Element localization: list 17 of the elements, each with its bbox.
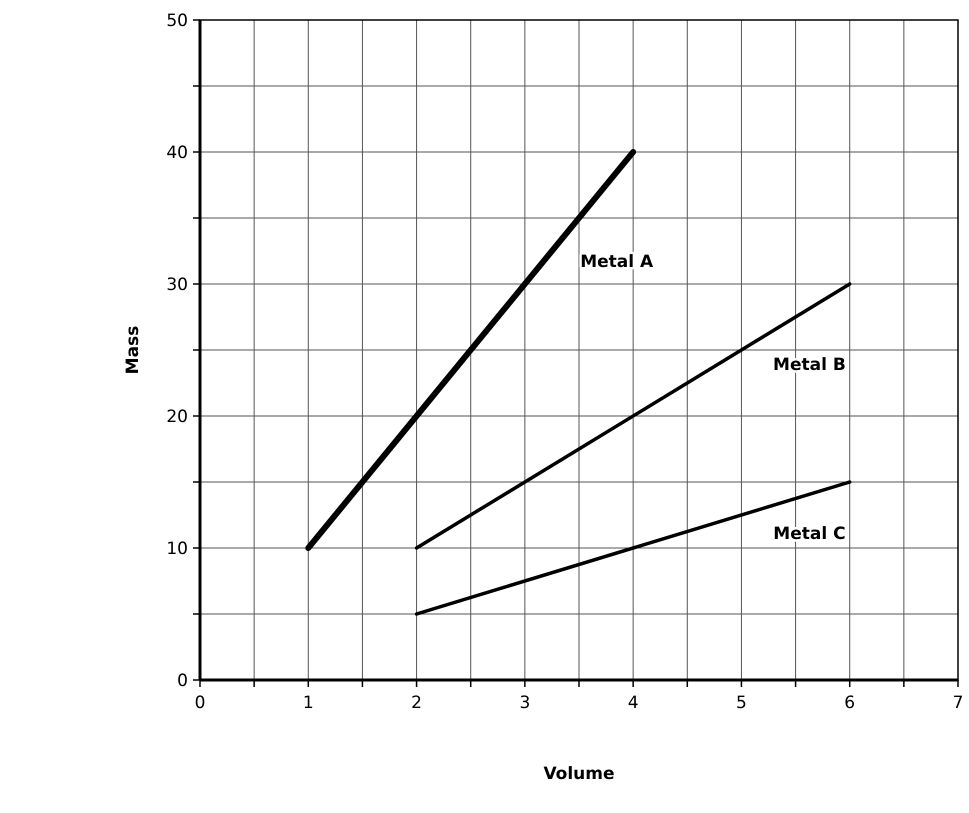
- y-tick-label: 40: [166, 143, 188, 163]
- y-tick-label: 10: [166, 539, 188, 559]
- x-tick-label: 3: [519, 693, 530, 713]
- x-tick-label: 5: [736, 693, 747, 713]
- y-axis-title: Mass: [123, 326, 143, 374]
- y-tick-label: 50: [166, 11, 188, 31]
- x-axis-title: Volume: [543, 764, 615, 784]
- x-tick-label: 4: [628, 693, 639, 713]
- x-tick-label: 0: [194, 693, 206, 713]
- y-tick-label: 30: [166, 275, 188, 295]
- x-tick-label: 1: [302, 693, 314, 713]
- x-tick-label: 2: [411, 693, 422, 713]
- y-tick-label: 20: [166, 407, 188, 427]
- x-tick-label: 6: [844, 693, 856, 713]
- x-tick-label: 7: [952, 693, 964, 713]
- series-label: Metal A: [580, 252, 654, 272]
- y-tick-label: 0: [177, 671, 188, 691]
